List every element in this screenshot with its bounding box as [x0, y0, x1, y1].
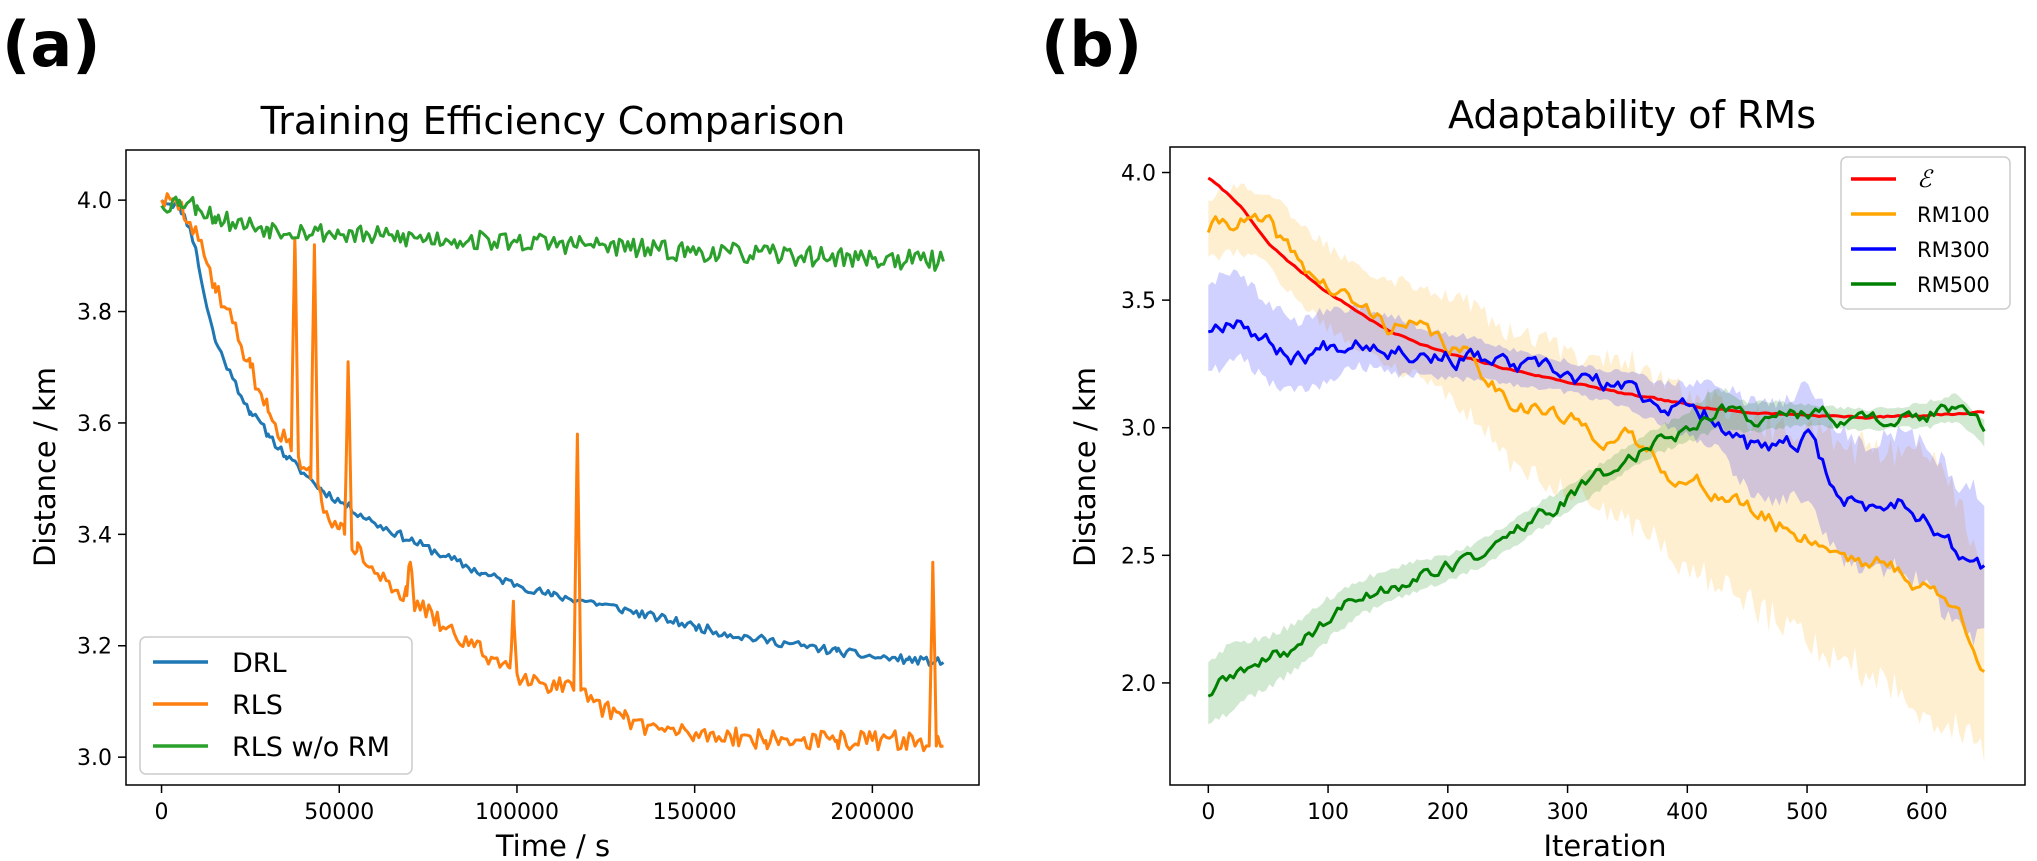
series-line-rls-w-o-rm [160, 195, 945, 272]
y-axis-label-b: Distance / km [1068, 367, 1102, 567]
x-tick-label: 0 [155, 800, 169, 825]
x-tick-label: 600 [1906, 800, 1948, 825]
x-tick-label: 300 [1547, 800, 1589, 825]
x-tick-label: 200 [1427, 800, 1469, 825]
chart-panel-a: Training Efficiency Comparison 0 50000 100… [28, 99, 980, 861]
panel-label-a: (a) [2, 8, 101, 81]
plot-frame-b [1169, 146, 2026, 786]
series-line-drl [160, 199, 945, 667]
y-ticks-b: 2.0 2.5 3.0 3.5 4.0 [1121, 162, 1170, 697]
x-ticks-b: 0 100 200 300 400 500 600 [1201, 785, 1948, 825]
legend-label: RM300 [1917, 238, 1990, 262]
panel-label-b: (b) [1041, 8, 1142, 81]
y-tick-label: 3.8 [77, 301, 112, 326]
x-axis-label-a: Time / s [495, 829, 610, 861]
confidence-band-rm100 [1208, 183, 1985, 763]
series-line-rm300 [1208, 319, 1986, 570]
plot-frame-a [125, 149, 980, 786]
legend-label: DRL [232, 648, 287, 679]
x-tick-label: 100 [1307, 800, 1349, 825]
chart-title-b: Adaptability of RMs [1448, 93, 1816, 137]
y-tick-label: 3.4 [77, 523, 112, 548]
series-line-rls [160, 192, 944, 753]
y-tick-label: 3.5 [1121, 289, 1156, 314]
y-tick-label: 3.0 [77, 746, 112, 771]
y-tick-label: 2.5 [1121, 544, 1156, 569]
series-line-rm500 [1207, 403, 1986, 698]
chart-title-a: Training Efficiency Comparison [260, 99, 846, 143]
x-tick-label: 500 [1786, 800, 1828, 825]
confidence-band-rm300 [1208, 269, 1985, 646]
x-ticks-a: 0 50000 100000 150000 200000 [155, 785, 914, 825]
legend-box-b [1840, 156, 2011, 310]
x-tick-label: 100000 [475, 800, 559, 825]
series-line-rm100 [1206, 212, 1986, 673]
legend-b: ℰ RM100 RM300 RM500 [1840, 156, 2011, 310]
y-tick-label: 4.0 [77, 189, 112, 214]
series-lines-b [1206, 176, 1986, 698]
legend-a: DRL RLS RLS w/o RM [139, 636, 413, 775]
y-tick-label: 2.0 [1121, 672, 1156, 697]
legend-label: RM500 [1917, 273, 1990, 297]
x-tick-label: 200000 [830, 800, 914, 825]
x-tick-label: 50000 [304, 800, 374, 825]
series-lines-a [160, 192, 945, 753]
x-axis-label-b: Iteration [1543, 829, 1666, 861]
legend-label: RLS [232, 690, 283, 721]
y-axis-label-a: Distance / km [28, 367, 62, 567]
chart-panel-b: Adaptability of RMs 0 100 200 300 400 500 600 … [1068, 93, 2026, 861]
y-tick-label: 3.2 [77, 635, 112, 660]
legend-label: RM100 [1917, 203, 1990, 227]
y-tick-label: 4.0 [1121, 162, 1156, 187]
legend-box-a [139, 636, 413, 775]
x-tick-label: 0 [1201, 800, 1215, 825]
confidence-band-rm500 [1208, 387, 1985, 725]
y-ticks-a: 3.0 3.2 3.4 3.6 3.8 4.0 [77, 189, 126, 771]
x-tick-label: 150000 [653, 800, 737, 825]
y-tick-label: 3.0 [1121, 417, 1156, 442]
legend-label: ℰ [1917, 165, 1934, 193]
confidence-bands-b [1208, 183, 1985, 763]
y-tick-label: 3.6 [77, 412, 112, 437]
legend-label: RLS w/o RM [232, 732, 390, 763]
x-tick-label: 400 [1666, 800, 1708, 825]
